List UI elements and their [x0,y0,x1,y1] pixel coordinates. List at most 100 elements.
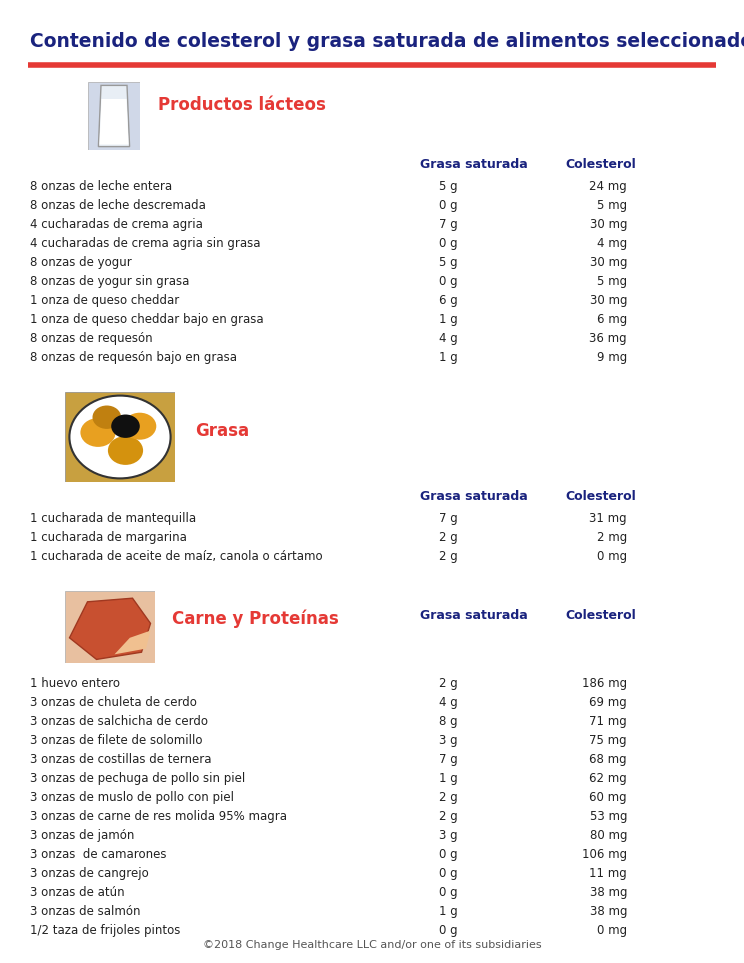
Text: 8 onzas de yogur: 8 onzas de yogur [30,256,132,269]
Text: 2 g: 2 g [439,810,458,823]
Text: 3 onzas de pechuga de pollo sin piel: 3 onzas de pechuga de pollo sin piel [30,772,246,785]
Text: 53 mg: 53 mg [589,810,627,823]
Text: 3 onzas de costillas de ternera: 3 onzas de costillas de ternera [30,753,211,766]
Text: 8 onzas de requesón: 8 onzas de requesón [30,332,153,345]
Text: 0 g: 0 g [440,924,458,937]
Text: 80 mg: 80 mg [589,829,627,842]
Text: 30 mg: 30 mg [589,294,627,307]
Text: 62 mg: 62 mg [589,772,627,785]
Circle shape [111,414,140,438]
Text: Colesterol: Colesterol [565,609,636,622]
Text: 68 mg: 68 mg [589,753,627,766]
Text: 3 g: 3 g [440,734,458,747]
Text: 4 mg: 4 mg [597,237,627,250]
Text: 3 onzas  de camarones: 3 onzas de camarones [30,848,167,861]
Text: 3 onzas de cangrejo: 3 onzas de cangrejo [30,867,149,880]
Text: 2 g: 2 g [439,531,458,544]
Text: 1 cucharada de aceite de maíz, canola o cártamo: 1 cucharada de aceite de maíz, canola o … [30,550,323,563]
Polygon shape [115,631,150,655]
Text: 1 cucharada de mantequilla: 1 cucharada de mantequilla [30,512,196,525]
Circle shape [80,418,115,447]
Text: Grasa: Grasa [195,422,249,440]
Text: 3 onzas de carne de res molida 95% magra: 3 onzas de carne de res molida 95% magra [30,810,287,823]
Polygon shape [100,99,129,144]
Text: 3 onzas de muslo de pollo con piel: 3 onzas de muslo de pollo con piel [30,791,234,804]
Text: 0 g: 0 g [440,275,458,288]
Text: 1 onza de queso cheddar bajo en grasa: 1 onza de queso cheddar bajo en grasa [30,313,263,326]
Text: 1 g: 1 g [439,351,458,364]
Text: 36 mg: 36 mg [589,332,627,345]
Text: 3 onzas de salmón: 3 onzas de salmón [30,905,141,918]
Text: 4 cucharadas de crema agria sin grasa: 4 cucharadas de crema agria sin grasa [30,237,260,250]
Text: 0 mg: 0 mg [597,924,627,937]
Text: 11 mg: 11 mg [589,867,627,880]
Text: 2 mg: 2 mg [597,531,627,544]
Text: 8 g: 8 g [440,715,458,728]
Text: 30 mg: 30 mg [589,256,627,269]
Text: 8 onzas de leche entera: 8 onzas de leche entera [30,180,172,193]
Text: 5 mg: 5 mg [597,275,627,288]
Text: 3 onzas de chuleta de cerdo: 3 onzas de chuleta de cerdo [30,696,197,709]
Text: 3 g: 3 g [440,829,458,842]
Text: 7 g: 7 g [439,218,458,231]
Text: 71 mg: 71 mg [589,715,627,728]
Text: 38 mg: 38 mg [589,905,627,918]
Text: 1 g: 1 g [439,313,458,326]
Text: 9 mg: 9 mg [597,351,627,364]
Text: 3 onzas de jamón: 3 onzas de jamón [30,829,135,842]
Text: 7 g: 7 g [439,753,458,766]
Text: 31 mg: 31 mg [589,512,627,525]
Text: 38 mg: 38 mg [589,886,627,899]
Text: ©2018 Change Healthcare LLC and/or one of its subsidiaries: ©2018 Change Healthcare LLC and/or one o… [202,940,542,950]
Text: 3 onzas de salchicha de cerdo: 3 onzas de salchicha de cerdo [30,715,208,728]
Text: 106 mg: 106 mg [582,848,627,861]
Text: 0 g: 0 g [440,886,458,899]
Text: Grasa saturada: Grasa saturada [420,158,527,171]
Text: 5 mg: 5 mg [597,199,627,212]
Circle shape [69,396,170,479]
Text: Carne y Proteínas: Carne y Proteínas [172,609,339,628]
Text: 4 cucharadas de crema agria: 4 cucharadas de crema agria [30,218,203,231]
Text: 69 mg: 69 mg [589,696,627,709]
Text: 0 g: 0 g [440,237,458,250]
Text: Grasa saturada: Grasa saturada [420,490,527,503]
Text: 60 mg: 60 mg [589,791,627,804]
Text: 1 g: 1 g [439,905,458,918]
Circle shape [92,405,121,429]
Text: 0 mg: 0 mg [597,550,627,563]
Text: Contenido de colesterol y grasa saturada de alimentos seleccionados: Contenido de colesterol y grasa saturada… [30,32,744,51]
Text: 6 mg: 6 mg [597,313,627,326]
Text: 0 g: 0 g [440,848,458,861]
Circle shape [124,413,156,440]
Text: 6 g: 6 g [439,294,458,307]
Text: 7 g: 7 g [439,512,458,525]
Text: 1 cucharada de margarina: 1 cucharada de margarina [30,531,187,544]
Text: Colesterol: Colesterol [565,490,636,503]
Text: 0 g: 0 g [440,199,458,212]
Text: 24 mg: 24 mg [589,180,627,193]
Polygon shape [69,598,150,660]
Text: 1 huevo entero: 1 huevo entero [30,677,120,690]
Text: 186 mg: 186 mg [582,677,627,690]
Text: 2 g: 2 g [439,550,458,563]
Text: 8 onzas de requesón bajo en grasa: 8 onzas de requesón bajo en grasa [30,351,237,364]
Text: 3 onzas de atún: 3 onzas de atún [30,886,125,899]
Text: 2 g: 2 g [439,791,458,804]
Text: 8 onzas de leche descremada: 8 onzas de leche descremada [30,199,206,212]
Text: 8 onzas de yogur sin grasa: 8 onzas de yogur sin grasa [30,275,190,288]
Polygon shape [98,86,129,146]
Text: 2 g: 2 g [439,677,458,690]
Text: 75 mg: 75 mg [589,734,627,747]
Circle shape [108,436,143,465]
Text: 4 g: 4 g [439,696,458,709]
Text: 3 onzas de filete de solomillo: 3 onzas de filete de solomillo [30,734,202,747]
Text: 5 g: 5 g [440,180,458,193]
Text: Productos lácteos: Productos lácteos [158,96,326,114]
Text: 30 mg: 30 mg [589,218,627,231]
Text: 5 g: 5 g [440,256,458,269]
Text: 1/2 taza de frijoles pintos: 1/2 taza de frijoles pintos [30,924,180,937]
Text: Grasa saturada: Grasa saturada [420,609,527,622]
Text: 0 g: 0 g [440,867,458,880]
Text: Colesterol: Colesterol [565,158,636,171]
Text: 4 g: 4 g [439,332,458,345]
